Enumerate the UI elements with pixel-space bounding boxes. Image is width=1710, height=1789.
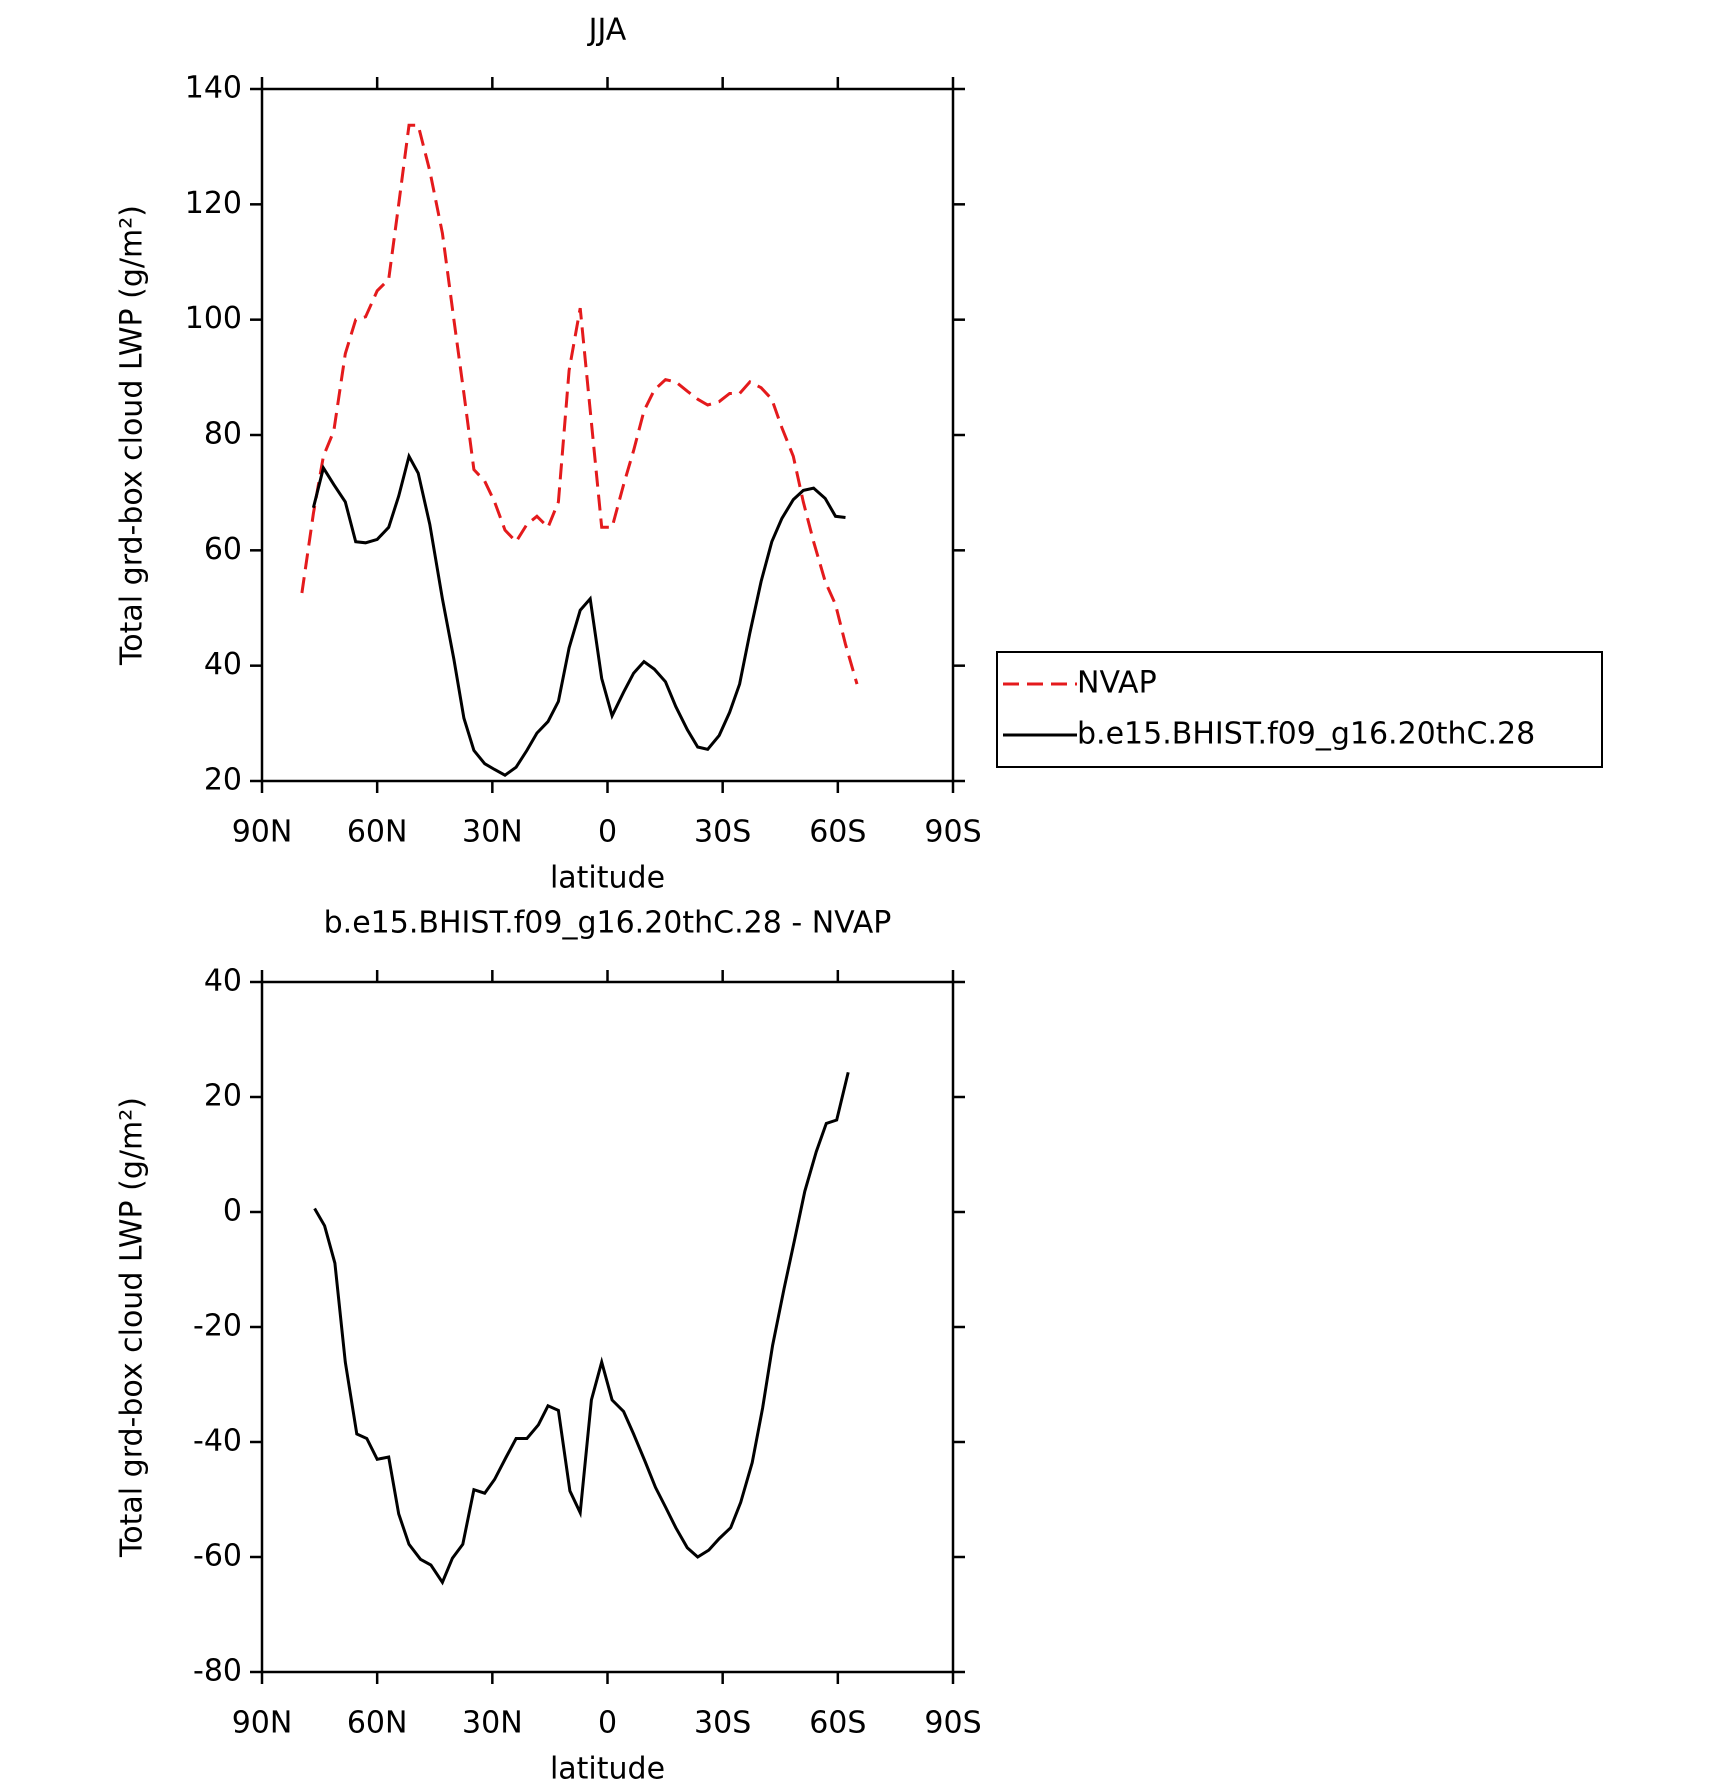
plot-frame (260, 87, 955, 783)
x-tick-label: 30S (694, 815, 751, 850)
y-tick-label: -40 (193, 1424, 242, 1459)
y-tick-label: 100 (185, 301, 242, 336)
y-axis-label: Total grd-box cloud LWP (g/m²) (115, 1097, 150, 1558)
chart-title: JJA (587, 13, 627, 48)
chart-title: b.e15.BHIST.f09_g16.20thC.28 - NVAP (324, 906, 892, 941)
legend-box (996, 651, 1603, 768)
y-tick-label: 140 (185, 71, 242, 106)
data-line (300, 123, 859, 685)
x-tick-label: 90S (924, 1706, 981, 1741)
y-tick-label: 20 (204, 763, 242, 798)
x-tick-label: 60S (809, 815, 866, 850)
legend-label: b.e15.BHIST.f09_g16.20thC.28 (1077, 717, 1535, 752)
legend-label: NVAP (1077, 666, 1157, 701)
x-axis-label: latitude (550, 1752, 665, 1787)
x-tick-label: 90N (232, 815, 293, 850)
x-tick-label: 60N (347, 815, 408, 850)
y-tick-label: 40 (204, 964, 242, 999)
y-tick-label: -20 (193, 1309, 242, 1344)
x-tick-label: 30N (462, 815, 523, 850)
y-axis-label: Total grd-box cloud LWP (g/m²) (115, 205, 150, 666)
y-tick-label: 80 (204, 417, 242, 452)
y-tick-label: 60 (204, 532, 242, 567)
x-tick-label: 30N (462, 1706, 523, 1741)
y-tick-label: 20 (204, 1079, 242, 1114)
x-tick-label: 0 (598, 815, 617, 850)
y-tick-label: 40 (204, 647, 242, 682)
x-tick-label: 0 (598, 1706, 617, 1741)
data-line (313, 1071, 850, 1586)
y-tick-label: -80 (193, 1654, 242, 1689)
y-tick-label: -60 (193, 1539, 242, 1574)
data-line (311, 452, 846, 777)
x-tick-label: 60S (809, 1706, 866, 1741)
x-tick-label: 90S (924, 815, 981, 850)
x-tick-label: 90N (232, 1706, 293, 1741)
x-axis-label: latitude (550, 861, 665, 896)
plot-frame (260, 980, 955, 1674)
x-tick-label: 60N (347, 1706, 408, 1741)
y-tick-label: 120 (185, 186, 242, 221)
y-tick-label: 0 (223, 1194, 242, 1229)
x-tick-label: 30S (694, 1706, 751, 1741)
